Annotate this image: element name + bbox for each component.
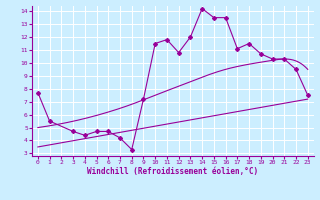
X-axis label: Windchill (Refroidissement éolien,°C): Windchill (Refroidissement éolien,°C) (87, 167, 258, 176)
